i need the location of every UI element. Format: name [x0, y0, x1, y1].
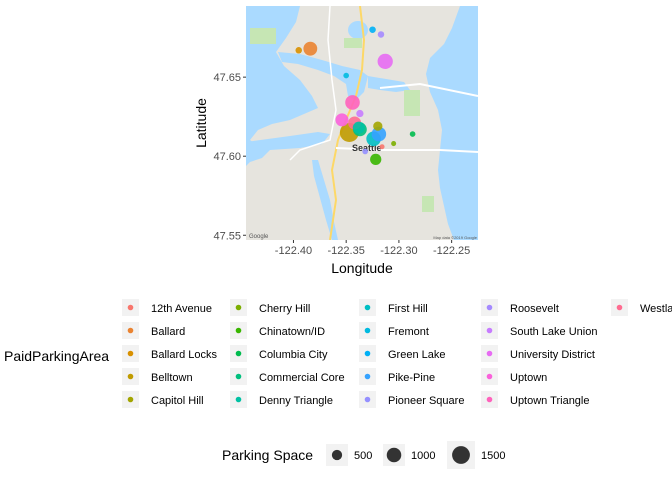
legend-key-dot [127, 396, 134, 403]
legend-item-label: Green Lake [388, 349, 445, 361]
legend-item-label: Denny Triangle [259, 395, 333, 407]
legend-item-label: Fremont [388, 326, 429, 338]
legend-item-label: South Lake Union [510, 326, 597, 338]
size-key-dot [452, 446, 470, 464]
legend-key-dot [486, 373, 493, 380]
legend-item-label: Belltown [151, 372, 193, 384]
discovery-park [250, 28, 276, 44]
legend-key-dot [235, 396, 242, 403]
portage-bay-water [368, 76, 410, 92]
duwamish-waterway [312, 160, 338, 240]
legend-key-dot [235, 350, 242, 357]
legend-key-dot [364, 304, 371, 311]
size-key-dot [386, 447, 402, 463]
point-pioneer-square [362, 148, 368, 155]
y-tick-label: 47.65 [213, 72, 241, 84]
legend-key-dot [235, 327, 242, 334]
legend-item-label: Commercial Core [259, 372, 345, 384]
legend-item-label: University District [510, 349, 595, 361]
legend-key-dot [364, 396, 371, 403]
y-tick-label: 47.60 [213, 151, 241, 163]
green-lake-water [348, 21, 368, 39]
elliott-bay-water [246, 132, 330, 152]
point-denny-triangle [352, 121, 365, 134]
point-uptown [335, 113, 349, 127]
legend-key-dot [616, 304, 623, 311]
point-green-lake [369, 26, 376, 33]
highway-520 [379, 82, 478, 97]
point-roosevelt [377, 31, 385, 38]
map-attribution-logo: Google [249, 234, 269, 240]
x-tick-label: -122.30 [380, 245, 417, 257]
legend-item-label: Capitol Hill [151, 395, 204, 407]
size-key-label: 500 [354, 450, 372, 462]
legend-item-label: Ballard Locks [151, 349, 218, 361]
legend-key-dot [486, 396, 493, 403]
x-tick-label: -122.25 [433, 245, 470, 257]
map-copyright: Map data ©2019 Google [433, 235, 477, 240]
legend-key-dot [127, 327, 134, 334]
x-tick-label: -122.40 [275, 245, 312, 257]
legend-key-dot [127, 350, 134, 357]
legend-key-dot [235, 373, 242, 380]
size-key-label: 1500 [481, 450, 505, 462]
point-ballard-locks [295, 47, 302, 54]
point-university-district [377, 53, 393, 69]
x-tick-label: -122.35 [328, 245, 365, 257]
point-chinatown-id [370, 153, 382, 165]
point-columbia-city [409, 131, 416, 137]
y-tick-label: 47.55 [213, 230, 241, 242]
point-fremont [343, 72, 349, 79]
size-key-dot [331, 449, 343, 461]
washington-park [404, 90, 420, 116]
legend-item-label: Columbia City [259, 349, 328, 361]
point-12th-avenue [379, 144, 385, 150]
y-axis-title: Latitude [193, 98, 209, 148]
legend-item-label: Ballard [151, 326, 185, 338]
map-city-label: Seattle [352, 143, 382, 153]
legend-item-label: 12th Avenue [151, 303, 212, 315]
legend-key-dot [364, 327, 371, 334]
legend-key-dot [486, 327, 493, 334]
legend-item-label: Westlake [640, 303, 672, 315]
legend-key-dot [127, 373, 134, 380]
point-south-lake-union [356, 109, 364, 118]
puget-sound-water [246, 6, 318, 166]
color-legend: PaidParkingArea 12th Avenue Ballard Ballar… [4, 299, 672, 408]
legend-item-label: Pioneer Square [388, 395, 464, 407]
x-axis-title: Longitude [331, 260, 393, 276]
axes: -122.40 -122.35 -122.30 -122.25 47.55 47.60 47… [213, 72, 470, 257]
legend-item-label: Cherry Hill [259, 303, 310, 315]
legend-key-dot [486, 304, 493, 311]
legend-key-dot [486, 350, 493, 357]
highway-99 [289, 6, 337, 161]
woodland-park [344, 38, 362, 48]
legend-key-dot [364, 373, 371, 380]
point-ballard [303, 41, 318, 56]
legend-key-dot [364, 350, 371, 357]
legend-item-label: Pike-Pine [388, 372, 435, 384]
legend-key-dot [127, 304, 134, 311]
legend-item-label: Chinatown/ID [259, 326, 325, 338]
point-cherry-hill [391, 141, 397, 147]
interstate-90 [335, 147, 478, 153]
lake-union-water [278, 52, 368, 100]
seward-park [422, 196, 434, 212]
legend-key-dot [235, 304, 242, 311]
basemap: Seattle Google Map data ©2019 Google [246, 6, 478, 240]
point-pike-pine [371, 126, 387, 142]
legend-item-label: Uptown Triangle [510, 395, 590, 407]
color-legend-title: PaidParkingArea [4, 348, 109, 364]
point-uptown-triangle [345, 95, 360, 110]
size-key-label: 1000 [411, 450, 435, 462]
lake-washington-water [426, 6, 478, 240]
legend-item-label: Uptown [510, 372, 547, 384]
legend-item-label: First Hill [388, 303, 428, 315]
points-layer [295, 26, 416, 165]
legend-item-label: Roosevelt [510, 303, 559, 315]
point-capitol-hill [373, 121, 383, 131]
size-legend: Parking Space 500 1000 1500 [222, 441, 505, 469]
size-legend-title: Parking Space [222, 447, 313, 463]
